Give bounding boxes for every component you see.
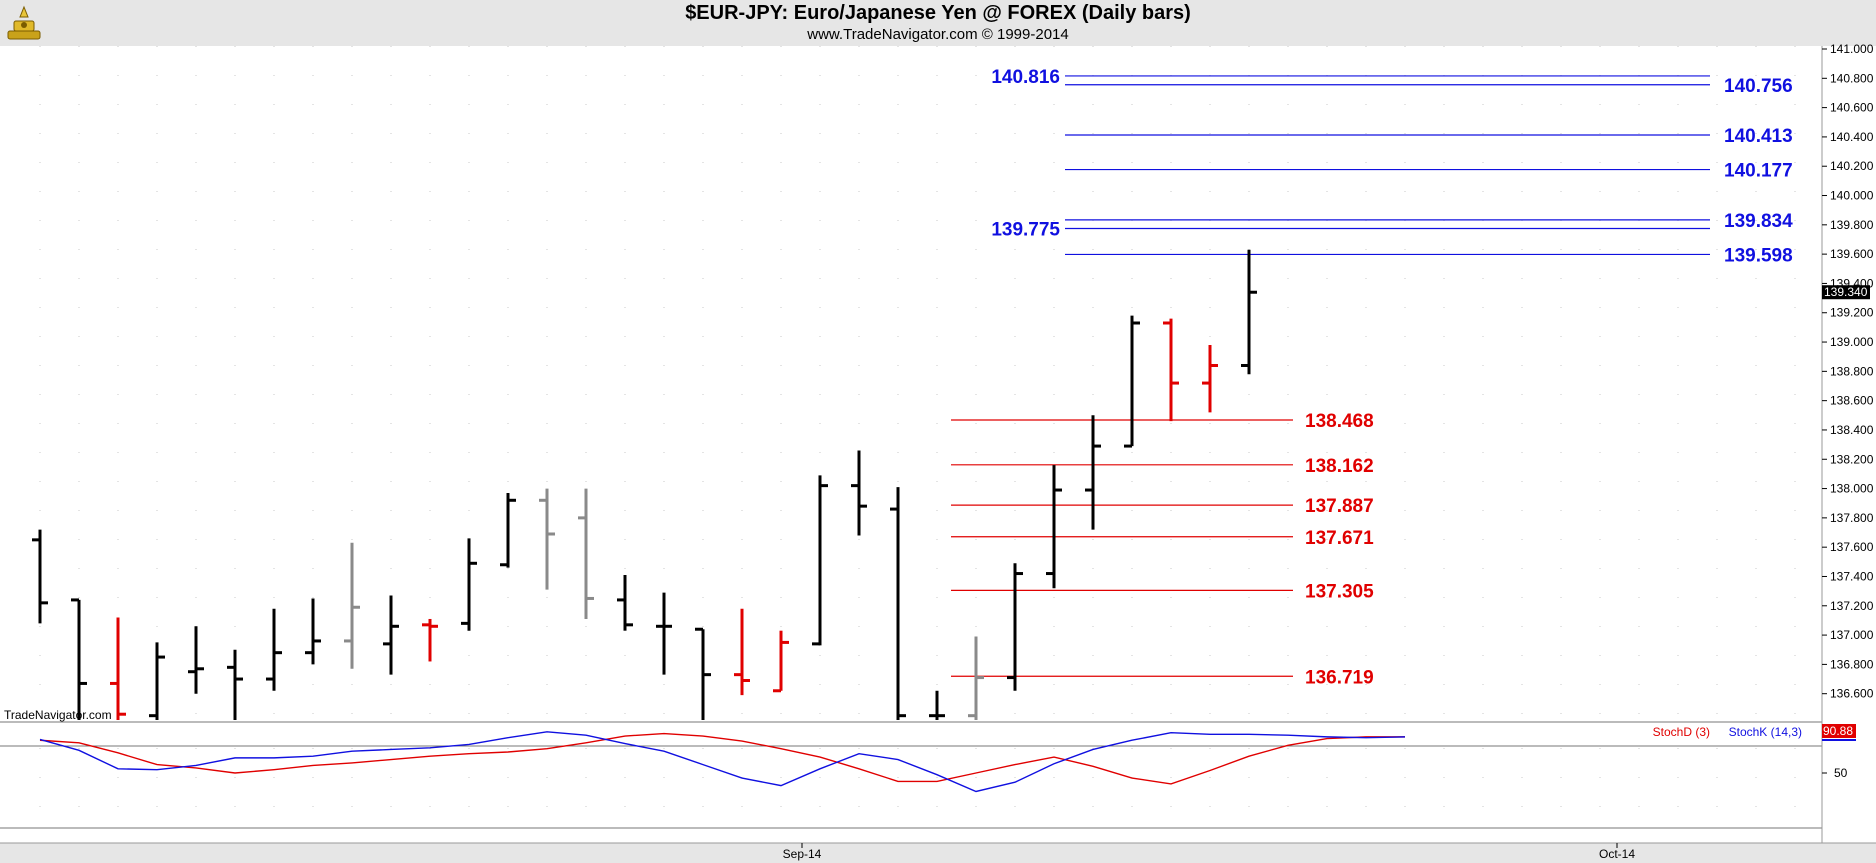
price-tick-label: 140.400: [1830, 130, 1874, 144]
price-tick-label: 139.600: [1830, 247, 1874, 261]
price-tick-label: 141.000: [1830, 42, 1874, 56]
price-tick-label: 139.200: [1830, 306, 1874, 320]
price-bars: [32, 249, 1257, 720]
level-label: 140.177: [1724, 161, 1793, 182]
stoch-line-d: [39, 732, 1405, 785]
level-label: 138.468: [1305, 411, 1374, 432]
level-label: 139.775: [991, 219, 1060, 240]
time-tick-label: Sep-14: [783, 847, 822, 861]
price-tick-label: 138.200: [1830, 452, 1874, 466]
level-label: 137.305: [1305, 581, 1374, 602]
price-tick-label: 138.600: [1830, 394, 1874, 408]
time-tick-label: Oct-14: [1599, 847, 1635, 861]
price-tick-label: 139.000: [1830, 335, 1874, 349]
stoch-last-label: 90.88: [1823, 724, 1853, 738]
level-label: 137.671: [1305, 528, 1374, 549]
chart-header: $EUR-JPY: Euro/Japanese Yen @ FOREX (Dai…: [0, 0, 1876, 46]
chart-grid: [0, 46, 1822, 829]
level-label: 139.834: [1724, 211, 1793, 232]
price-tick-label: 136.600: [1830, 687, 1874, 701]
price-tick-label: 137.200: [1830, 599, 1874, 613]
price-tick-label: 137.400: [1830, 569, 1874, 583]
price-tick-label: 137.600: [1830, 540, 1874, 554]
price-tick-label: 140.800: [1830, 71, 1874, 85]
watermark-text: TradeNavigator.com: [4, 708, 112, 722]
level-label: 136.719: [1305, 667, 1374, 688]
trade-navigator-logo-icon: [7, 5, 41, 40]
price-tick-label: 139.800: [1830, 218, 1874, 232]
last-price-box: [1822, 285, 1870, 300]
stochastic-panel: [39, 731, 1406, 793]
price-axis: 141.000 140.800 140.600 140.400 140.200 140.0…: [0, 42, 1876, 863]
time-axis-background: [0, 843, 1876, 863]
level-label: 138.162: [1305, 456, 1374, 477]
price-tick-label: 140.200: [1830, 159, 1874, 173]
fib-levels: 140.816 140.756 140.413 140.177 139.834 139.7…: [951, 67, 1793, 688]
price-tick-label: 137.800: [1830, 511, 1874, 525]
stoch-last-box: [1822, 724, 1856, 738]
level-label: 137.887: [1305, 496, 1374, 517]
price-tick-label: 138.800: [1830, 364, 1874, 378]
price-tick-label: 136.800: [1830, 657, 1874, 671]
level-label: 139.598: [1724, 245, 1793, 266]
stoch-k-legend: StochK (14,3): [1729, 725, 1802, 739]
price-tick-label: 140.600: [1830, 101, 1874, 115]
price-tick-label: 137.000: [1830, 628, 1874, 642]
stoch-line-k: [39, 731, 1406, 793]
price-tick-label: 138.000: [1830, 482, 1874, 496]
price-tick-label: 140.000: [1830, 189, 1874, 203]
stoch-tick-label: 50: [1834, 766, 1848, 780]
chart-title: $EUR-JPY: Euro/Japanese Yen @ FOREX (Dai…: [685, 2, 1191, 24]
price-tick-label: 138.400: [1830, 423, 1874, 437]
level-label: 140.816: [991, 67, 1060, 88]
last-price-label: 139.340: [1824, 285, 1868, 299]
level-label: 140.413: [1724, 126, 1793, 147]
level-label: 140.756: [1724, 76, 1793, 97]
chart-subtitle: www.TradeNavigator.com © 1999-2014: [807, 26, 1069, 43]
stoch-d-legend: StochD (3): [1653, 725, 1710, 739]
